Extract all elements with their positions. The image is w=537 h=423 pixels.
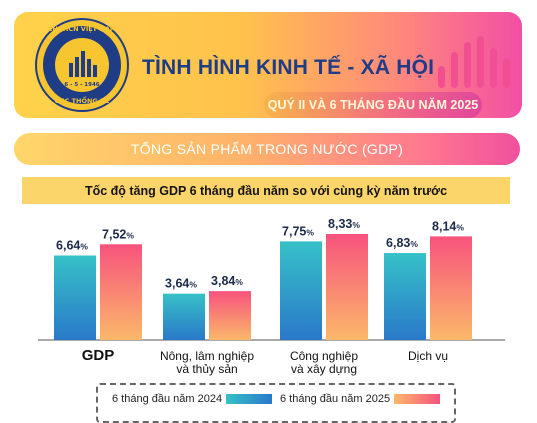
legend-label-2025: 6 tháng đầu năm 2025 <box>280 393 391 405</box>
legend-label-2024: 6 tháng đầu năm 2024 <box>112 393 223 405</box>
statistics-office-logo: CHXHCN VIỆT NAM 6 - 5 - 1946 CỤC THỐNG K… <box>35 18 129 112</box>
bar-2024-2 <box>280 241 322 340</box>
chart-title: Tốc độ tăng GDP 6 tháng đầu năm so với c… <box>22 177 510 204</box>
category-label-2: Công nghiệp <box>290 349 358 363</box>
bar-2025-1 <box>209 291 251 340</box>
bar-chart-icon <box>438 36 510 88</box>
category-label-1: Nông, lâm nghiệp <box>160 349 254 363</box>
data-label-2025-3: 8,14% <box>432 219 464 233</box>
data-label-2024-3: 6,83% <box>386 236 418 250</box>
data-label-unit: % <box>189 280 197 290</box>
data-label-2024-2: 7,75% <box>282 224 314 238</box>
data-label-unit: % <box>126 230 134 240</box>
bar-2024-0 <box>54 255 96 340</box>
data-label-unit: % <box>80 241 88 251</box>
logo-top-text: CHXHCN VIỆT NAM <box>48 24 117 33</box>
bar-2025-0 <box>100 244 142 340</box>
section-banner: TỔNG SẢN PHẨM TRONG NƯỚC (GDP) <box>14 133 520 165</box>
bar-2024-3 <box>384 253 426 340</box>
page-title: TÌNH HÌNH KINH TẾ - XÃ HỘI <box>142 56 435 79</box>
category-label-3: Dịch vụ <box>408 349 448 363</box>
legend-swatch-2025 <box>394 394 441 404</box>
bar-2025-2 <box>326 233 368 340</box>
data-label-2024-0: 6,64% <box>56 238 88 252</box>
data-label-unit: % <box>352 220 360 230</box>
data-label-unit: % <box>456 222 464 232</box>
page-subtitle: QUÝ II VÀ 6 THÁNG ĐẦU NĂM 2025 <box>264 92 482 118</box>
data-label-2024-1: 3,64% <box>165 277 197 291</box>
data-label-2025-2: 8,33% <box>328 217 360 231</box>
data-label-2025-1: 3,84% <box>211 274 243 288</box>
bar-2024-1 <box>163 293 205 340</box>
data-label-2025-0: 7,52% <box>102 227 134 241</box>
data-label-unit: % <box>235 277 243 287</box>
logo-date-text: 6 - 5 - 1946 <box>64 82 99 88</box>
data-label-unit: % <box>306 227 314 237</box>
category-label-1: và thủy sản <box>176 362 237 376</box>
data-label-unit: % <box>410 239 418 249</box>
category-label-0: GDP <box>82 347 115 364</box>
legend-item-2024: 6 tháng đầu năm 2024 <box>112 393 273 405</box>
header-banner: CHXHCN VIỆT NAM 6 - 5 - 1946 CỤC THỐNG K… <box>14 12 522 118</box>
logo-bottom-text: CỤC THỐNG KÊ <box>55 95 110 105</box>
category-label-2: và xây dựng <box>291 362 357 376</box>
legend-swatch-2024 <box>226 394 273 404</box>
bar-2025-3 <box>430 236 472 340</box>
legend-item-2025: 6 tháng đầu năm 2025 <box>280 393 441 405</box>
